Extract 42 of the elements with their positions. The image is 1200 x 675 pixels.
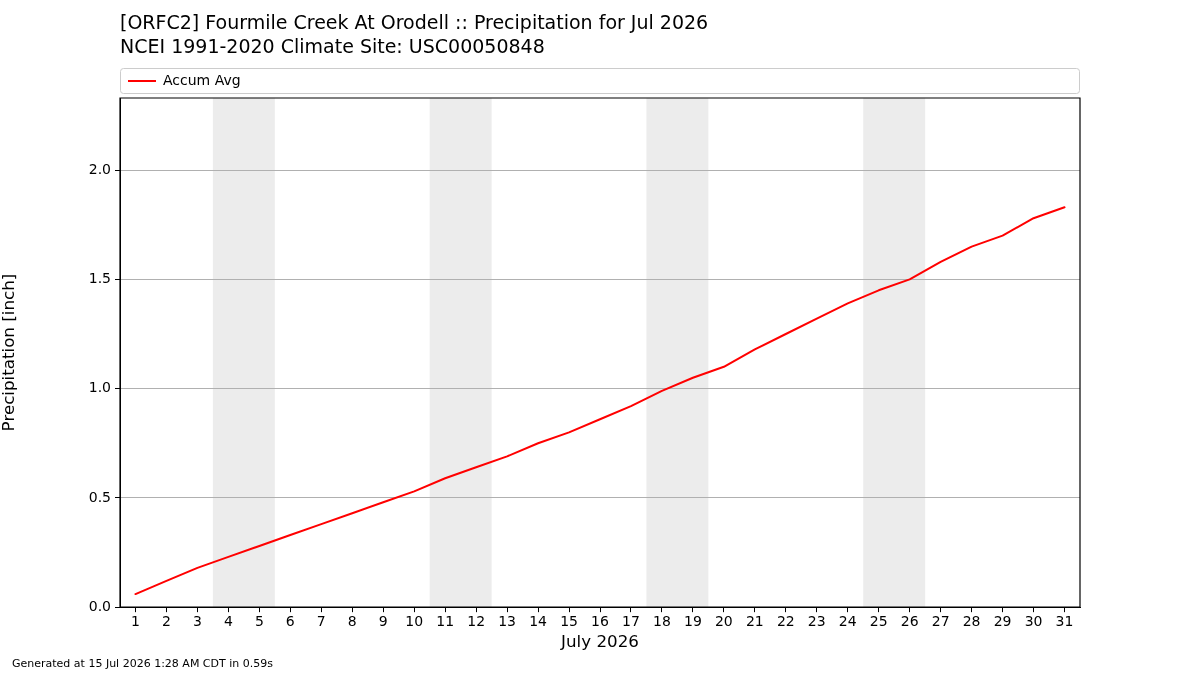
legend-label: Accum Avg — [163, 71, 241, 88]
x-tick-label: 25 — [869, 613, 888, 630]
x-tick-label: 8 — [347, 613, 357, 630]
x-tick-label: 24 — [838, 613, 857, 630]
x-tick-label: 14 — [529, 613, 548, 630]
x-tick-label: 21 — [745, 613, 764, 630]
x-tick-label: 2 — [161, 613, 171, 630]
y-tick-label: 0.5 — [88, 488, 111, 505]
x-tick-label: 5 — [254, 613, 264, 630]
x-tick-label: 11 — [436, 613, 455, 630]
x-tick-label: 20 — [714, 613, 733, 630]
x-tick-label: 30 — [1024, 613, 1043, 630]
chart-title: [ORFC2] Fourmile Creek At Orodell :: Precipitation for Jul 2026 — [120, 11, 709, 34]
y-tick-label: 0.0 — [88, 597, 111, 614]
x-tick-label: 16 — [591, 613, 609, 630]
x-tick-label: 13 — [498, 613, 517, 630]
x-tick-label: 26 — [900, 613, 919, 630]
x-tick-label: 1 — [131, 613, 140, 630]
x-tick-label: 19 — [683, 613, 702, 630]
x-tick-label: 9 — [378, 613, 388, 630]
text: Generated at 15 Jul 2026 1:28 AM CDT in 0.59s — [12, 657, 273, 671]
x-tick-label: 17 — [622, 613, 640, 630]
y-axis-title: Precipitation [inch] — [0, 273, 19, 432]
x-tick-label: 23 — [807, 613, 826, 630]
y-tick-label: 1.5 — [88, 270, 111, 287]
x-tick-label: 7 — [316, 613, 326, 630]
chart-subtitle: NCEI 1991-2020 Climate Site: USC00050848 — [120, 35, 545, 58]
x-tick-label: 28 — [962, 613, 981, 630]
x-tick-label: 22 — [776, 613, 795, 630]
x-tick-label: 6 — [285, 613, 295, 630]
x-tick-label: 31 — [1055, 613, 1074, 630]
x-tick-label: 18 — [653, 613, 671, 630]
x-axis-title: July 2026 — [560, 631, 639, 652]
y-tick-label: 2.0 — [88, 160, 111, 177]
x-tick-label: 29 — [993, 613, 1012, 630]
x-tick-label: 27 — [931, 613, 950, 630]
x-tick-label: 3 — [192, 613, 202, 630]
x-tick-label: 4 — [223, 613, 233, 630]
x-tick-label: 12 — [467, 613, 486, 630]
x-tick-label: 10 — [405, 613, 424, 630]
x-tick-label: 15 — [560, 613, 578, 630]
y-tick-label: 1.0 — [88, 379, 111, 396]
